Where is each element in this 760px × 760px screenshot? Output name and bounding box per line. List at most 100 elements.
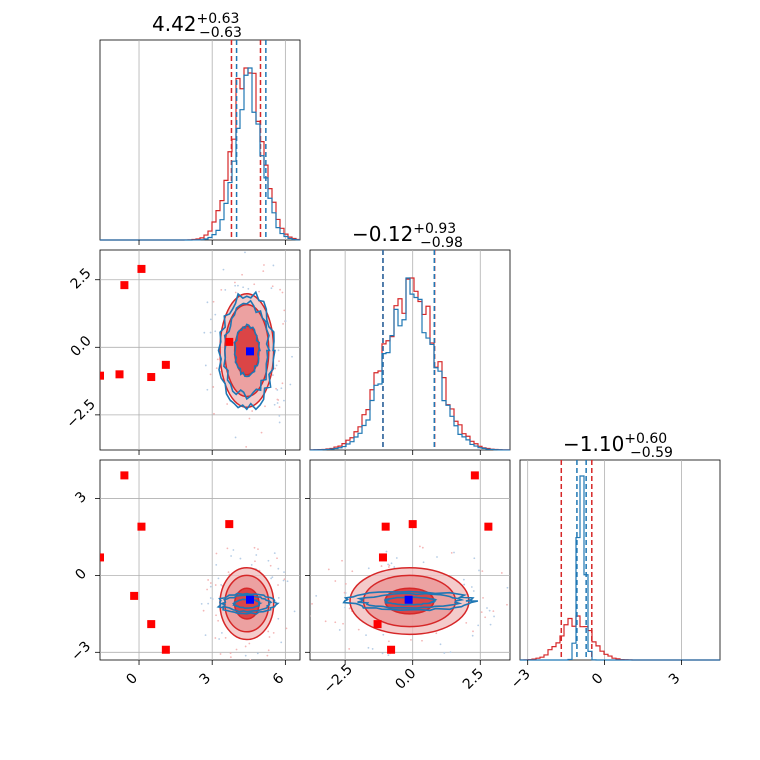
sample-dot bbox=[262, 270, 265, 273]
sample-dot bbox=[214, 330, 217, 333]
title-param-0: 4.42+0.63 bbox=[152, 11, 239, 36]
sample-dot bbox=[270, 287, 273, 290]
sample-dot bbox=[311, 602, 313, 605]
sample-dot bbox=[388, 564, 391, 567]
sample-dot bbox=[211, 598, 214, 600]
sample-dot bbox=[268, 636, 271, 638]
sample-dot bbox=[279, 288, 281, 291]
sample-dot bbox=[209, 597, 212, 599]
sample-dot bbox=[371, 648, 374, 650]
title-2-minus: −0.59 bbox=[630, 445, 673, 461]
truth-marker bbox=[387, 645, 396, 654]
sample-dot bbox=[244, 654, 247, 657]
title-param-2: −1.10+0.60 bbox=[563, 431, 667, 456]
sample-dot bbox=[284, 320, 287, 322]
sample-dot bbox=[258, 290, 260, 293]
contour-blue bbox=[356, 592, 465, 609]
sample-dot bbox=[341, 559, 343, 562]
truth-marker bbox=[137, 264, 146, 273]
title-param-1: −0.12+0.93 bbox=[352, 221, 456, 246]
sample-dot bbox=[344, 582, 347, 585]
sample-dot bbox=[472, 630, 474, 633]
sample-dot bbox=[436, 556, 438, 558]
sample-dot bbox=[272, 264, 275, 267]
sample-dot bbox=[472, 590, 475, 592]
sample-dot bbox=[342, 622, 344, 625]
sample-dot bbox=[280, 387, 283, 390]
sample-dot bbox=[422, 561, 425, 564]
sample-dot bbox=[253, 283, 256, 286]
sample-dot bbox=[234, 436, 237, 439]
tick-label-y: −3 bbox=[68, 639, 94, 665]
sample-dot bbox=[275, 364, 278, 367]
sample-dot bbox=[293, 610, 296, 613]
sample-dot bbox=[486, 607, 488, 609]
sample-dot bbox=[387, 640, 390, 643]
sample-dot bbox=[481, 570, 484, 573]
sample-dot bbox=[277, 567, 280, 570]
sample-dot bbox=[271, 285, 274, 288]
truth-marker bbox=[100, 553, 104, 562]
truth-marker bbox=[373, 620, 382, 629]
sample-dot bbox=[260, 431, 263, 434]
truth-marker bbox=[137, 522, 146, 531]
sample-dot bbox=[204, 634, 207, 637]
sample-dot bbox=[264, 405, 266, 408]
sample-dot bbox=[471, 634, 474, 637]
truth-marker bbox=[120, 471, 129, 480]
sample-dot bbox=[247, 287, 250, 290]
sample-dot bbox=[214, 584, 217, 586]
contours-p1_p0 bbox=[100, 251, 293, 448]
sample-dot bbox=[253, 546, 256, 549]
sample-dot bbox=[283, 571, 285, 574]
sample-dot bbox=[212, 386, 215, 388]
sample-dot bbox=[387, 566, 390, 568]
sample-dot bbox=[492, 610, 495, 613]
sample-dot bbox=[418, 545, 421, 548]
truth-marker bbox=[161, 645, 170, 654]
sample-dot bbox=[482, 596, 484, 599]
sample-dot bbox=[253, 662, 255, 664]
sample-dot bbox=[286, 580, 289, 583]
title-2-plus: +0.60 bbox=[624, 431, 667, 447]
sample-dot bbox=[224, 636, 227, 639]
sample-dot bbox=[271, 374, 274, 376]
sample-dot bbox=[463, 583, 466, 586]
truth-marker bbox=[225, 337, 234, 346]
sample-dot bbox=[443, 652, 446, 654]
sample-dot bbox=[215, 367, 218, 370]
sample-dot bbox=[338, 629, 341, 631]
sample-dot bbox=[242, 286, 245, 289]
sample-dot bbox=[367, 567, 370, 570]
tick-label-x: 0.0 bbox=[392, 666, 419, 693]
sample-dot bbox=[281, 291, 284, 294]
sample-dot bbox=[207, 579, 210, 581]
sample-dot bbox=[232, 549, 235, 551]
sample-dot bbox=[387, 654, 390, 657]
sample-dot bbox=[291, 355, 293, 358]
sample-dot bbox=[256, 652, 259, 655]
sample-dot bbox=[249, 659, 252, 660]
contour-blue bbox=[219, 594, 273, 613]
sample-dot bbox=[265, 660, 267, 662]
panel-2-1 bbox=[309, 459, 511, 661]
sample-dot bbox=[365, 634, 367, 637]
sample-dot bbox=[453, 551, 455, 554]
sample-dot bbox=[215, 563, 218, 566]
tick-label-x: 3 bbox=[197, 670, 215, 688]
sample-dot bbox=[272, 631, 275, 634]
sample-dot bbox=[222, 268, 225, 271]
sample-dot bbox=[251, 410, 254, 412]
sample-dot bbox=[229, 656, 232, 659]
truth-marker bbox=[100, 371, 104, 380]
sample-dot bbox=[209, 582, 212, 584]
sample-dot bbox=[276, 389, 279, 391]
histogram-blue bbox=[310, 277, 510, 451]
sample-dot bbox=[209, 331, 212, 334]
sample-dot bbox=[465, 621, 468, 624]
sample-dot bbox=[348, 607, 351, 610]
sample-dot bbox=[276, 402, 279, 404]
sample-dot bbox=[283, 309, 286, 312]
sample-dot bbox=[395, 557, 398, 559]
